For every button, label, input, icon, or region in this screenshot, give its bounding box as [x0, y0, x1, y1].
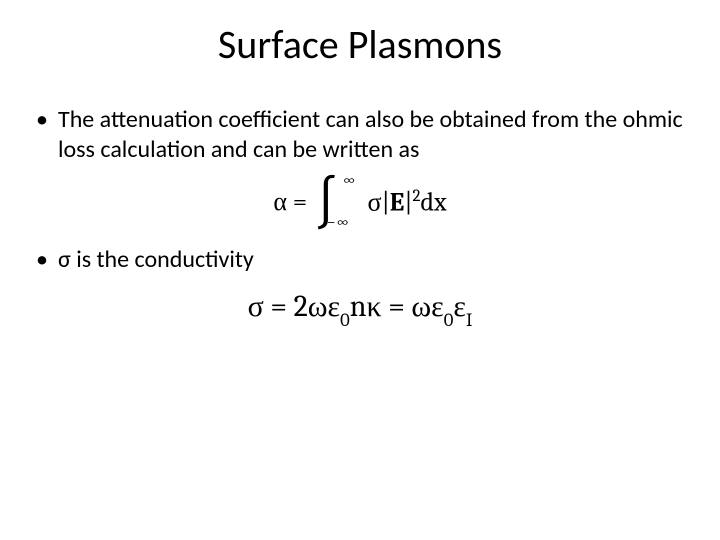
bullet-item: σ is the conductivity [30, 245, 690, 275]
bullet-item: The attenuation coefficient can also be … [30, 105, 690, 165]
equation-1: α = ∫ ∞ −∞ σ|E|2dx [273, 179, 446, 225]
equation-1-integrand: σ|E|2dx [368, 187, 447, 218]
bullet-list-2: σ is the conductivity [30, 245, 690, 275]
equation-2-container: σ = 2ωε0nκ = ωε0εI [30, 289, 690, 328]
bullet-list: The attenuation coefficient can also be … [30, 105, 690, 165]
slide: Surface Plasmons The attenuation coeffic… [0, 0, 720, 540]
equation-2: σ = 2ωε0nκ = ωε0εI [248, 289, 473, 324]
equation-1-container: α = ∫ ∞ −∞ σ|E|2dx [30, 179, 690, 225]
integral-upper-bound: ∞ [342, 171, 356, 189]
equation-1-lhs: α = [273, 187, 307, 217]
integral-lower-bound: −∞ [327, 213, 349, 231]
integral-symbol: ∫ ∞ −∞ [315, 179, 338, 225]
slide-title: Surface Plasmons [30, 20, 690, 69]
